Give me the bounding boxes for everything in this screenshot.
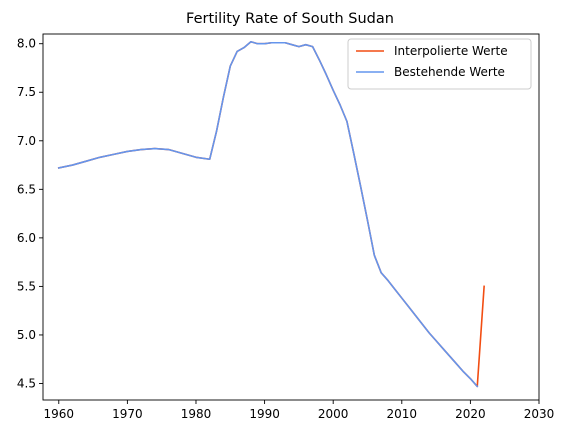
axes-frame (42, 33, 540, 401)
y-tick-label: 4.5 (17, 376, 36, 390)
x-tick-label: 2010 (387, 407, 418, 421)
y-tick-label: 5.5 (17, 279, 36, 293)
plot-area (57, 40, 485, 388)
legend: Interpolierte Werte Bestehende Werte (347, 38, 532, 90)
x-tick-label: 1970 (112, 407, 143, 421)
y-tick-label: 8.0 (17, 37, 36, 51)
x-tick-label: 2000 (318, 407, 349, 421)
x-tick-label: 1960 (44, 407, 75, 421)
legend-label: Interpolierte Werte (394, 44, 508, 58)
axes: 1960 1970 1980 1990 2000 2010 2020 2030 4.5 5.0 5.… (17, 33, 555, 421)
legend-box (347, 38, 532, 90)
x-tick-label: 1980 (181, 407, 212, 421)
x-tick-label: 2020 (455, 407, 486, 421)
chart-title: Fertility Rate of South Sudan (186, 11, 394, 27)
y-tick-label: 6.0 (17, 231, 36, 245)
y-tick-label: 5.0 (17, 328, 36, 342)
y-tick-label: 6.5 (17, 182, 36, 196)
legend-label: Bestehende Werte (394, 65, 505, 79)
series-line-existing (57, 40, 479, 388)
x-tick-label: 2030 (524, 407, 555, 421)
y-tick-label: 7.5 (17, 85, 36, 99)
x-tick-label: 1990 (249, 407, 280, 421)
series-line-interpolated (57, 40, 485, 388)
y-tick-label: 7.0 (17, 134, 36, 148)
